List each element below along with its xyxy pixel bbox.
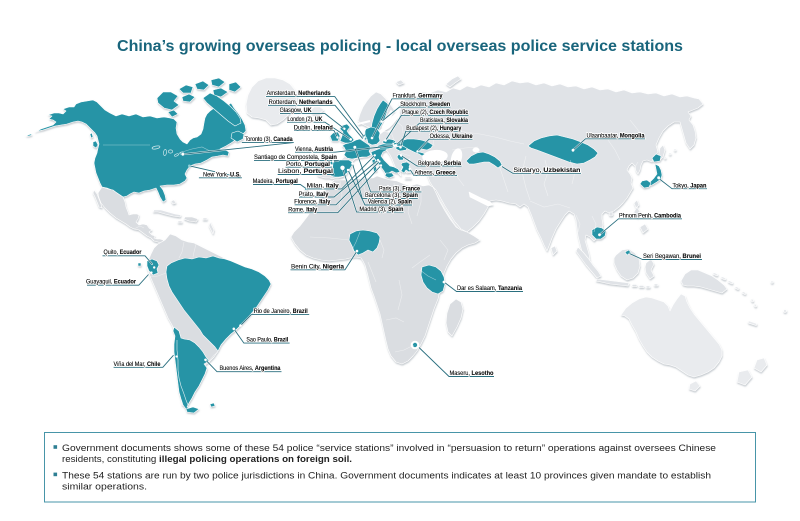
svg-text:Florence, Italy: Florence, Italy	[294, 199, 331, 206]
svg-text:Buenos Aires, Argentina: Buenos Aires, Argentina	[220, 365, 282, 372]
svg-text:Dar es Salaam, Tanzania: Dar es Salaam, Tanzania	[457, 285, 523, 292]
svg-text:These 54 stations are run by t: These 54 stations are run by two police …	[62, 470, 711, 481]
svg-text:Budapest (2), Hungary: Budapest (2), Hungary	[406, 125, 462, 132]
svg-text:Frankfurt, Germany: Frankfurt, Germany	[393, 93, 444, 100]
svg-text:Florence, Italy: Florence, Italy	[294, 199, 331, 206]
svg-text:Glasgow, UK: Glasgow, UK	[280, 107, 313, 114]
svg-text:Rotterdam, Netherlands: Rotterdam, Netherlands	[269, 99, 334, 106]
svg-text:Maseru, Lesotho: Maseru, Lesotho	[450, 370, 494, 377]
svg-text:Budapest (2), Hungary: Budapest (2), Hungary	[406, 125, 462, 132]
svg-text:Dublin, Ireland: Dublin, Ireland	[294, 124, 333, 131]
svg-text:Paris (3), France: Paris (3), France	[379, 186, 421, 193]
svg-text:Odessa, Ukraine: Odessa, Ukraine	[430, 133, 474, 140]
svg-text:Sirdaryo, Uzbekistan: Sirdaryo, Uzbekistan	[513, 167, 580, 174]
svg-text:Phnom Penh, Cambodia: Phnom Penh, Cambodia	[619, 213, 682, 220]
svg-text:New York, U.S.: New York, U.S.	[203, 171, 241, 178]
svg-text:Athens, Greece: Athens, Greece	[415, 169, 457, 176]
svg-text:Milan, Italy: Milan, Italy	[307, 183, 340, 190]
svg-text:Quito, Ecuador: Quito, Ecuador	[104, 249, 143, 256]
svg-text:Lisbon, Portugal: Lisbon, Portugal	[278, 168, 333, 175]
svg-text:Porto, Portugal: Porto, Portugal	[286, 161, 330, 168]
svg-text:Dar es Salaam, Tanzania: Dar es Salaam, Tanzania	[457, 285, 523, 292]
svg-text:Santiago de Compostela, Spain: Santiago de Compostela, Spain	[254, 154, 337, 161]
svg-text:Amsterdam, Netherlands: Amsterdam, Netherlands	[267, 90, 332, 97]
svg-text:Amsterdam, Netherlands: Amsterdam, Netherlands	[267, 90, 332, 97]
svg-text:Barcelona (3), Spain: Barcelona (3), Spain	[365, 192, 418, 199]
svg-text:Seri Begawan, Brunei: Seri Begawan, Brunei	[643, 253, 701, 260]
svg-text:Sirdaryo, Uzbekistan: Sirdaryo, Uzbekistan	[513, 167, 580, 174]
svg-text:Madrid (3), Spain: Madrid (3), Spain	[359, 206, 403, 213]
svg-text:Viña del Mar, Chile: Viña del Mar, Chile	[114, 361, 162, 368]
svg-text:Phnom Penh, Cambodia: Phnom Penh, Cambodia	[619, 213, 682, 220]
svg-text:Frankfurt, Germany: Frankfurt, Germany	[393, 93, 444, 100]
svg-text:Rome, Italy: Rome, Italy	[288, 207, 318, 214]
svg-text:Ulaanbaatar, Mongolia: Ulaanbaatar, Mongolia	[587, 133, 646, 140]
svg-text:Madrid (3), Spain: Madrid (3), Spain	[359, 206, 403, 213]
svg-text:Viña del Mar, Chile: Viña del Mar, Chile	[114, 361, 162, 368]
svg-text:Sao Paulo, Brazil: Sao Paulo, Brazil	[246, 337, 288, 344]
svg-text:Prato, Italy: Prato, Italy	[299, 191, 330, 198]
svg-text:Toronto (3), Canada: Toronto (3), Canada	[245, 136, 294, 143]
svg-text:Belgrade, Serbia: Belgrade, Serbia	[418, 160, 462, 167]
svg-text:Guayaquil, Ecuador: Guayaquil, Ecuador	[86, 279, 137, 286]
svg-text:Bratislava, Slovakia: Bratislava, Slovakia	[420, 117, 469, 124]
svg-text:Rio de Janeiro, Brazil: Rio de Janeiro, Brazil	[254, 308, 308, 315]
svg-text:Stockholm, Sweden: Stockholm, Sweden	[400, 101, 450, 108]
svg-text:Prague (2), Czech Republic: Prague (2), Czech Republic	[402, 109, 469, 116]
svg-text:Benin City, Nigeria: Benin City, Nigeria	[291, 263, 345, 270]
svg-text:Tokyo, Japan: Tokyo, Japan	[673, 182, 707, 189]
svg-text:Prato, Italy: Prato, Italy	[299, 191, 330, 198]
svg-text:Vienna, Austria: Vienna, Austria	[295, 146, 334, 153]
svg-text:Seri Begawan, Brunei: Seri Begawan, Brunei	[643, 253, 701, 260]
svg-text:Guayaquil, Ecuador: Guayaquil, Ecuador	[86, 279, 137, 286]
svg-text:London (2), UK: London (2), UK	[287, 116, 322, 123]
svg-text:Glasgow, UK: Glasgow, UK	[280, 107, 313, 114]
svg-text:Paris (3), France: Paris (3), France	[379, 186, 421, 193]
svg-text:Madeira, Portugal: Madeira, Portugal	[253, 178, 298, 185]
svg-text:residents, constituting illega: residents, constituting illegal policing…	[62, 454, 352, 465]
svg-text:Sao Paulo, Brazil: Sao Paulo, Brazil	[246, 337, 288, 344]
svg-text:Rome, Italy: Rome, Italy	[288, 207, 318, 214]
svg-text:China’s growing overseas polic: China’s growing overseas policing - loca…	[117, 38, 683, 55]
svg-text:London (2), UK: London (2), UK	[287, 116, 322, 123]
svg-text:Vienna, Austria: Vienna, Austria	[295, 146, 334, 153]
svg-text:Porto, Portugal: Porto, Portugal	[286, 161, 330, 168]
svg-text:Barcelona (3), Spain: Barcelona (3), Spain	[365, 192, 418, 199]
svg-text:Ulaanbaatar, Mongolia: Ulaanbaatar, Mongolia	[587, 133, 646, 140]
svg-text:Rotterdam, Netherlands: Rotterdam, Netherlands	[269, 99, 334, 106]
svg-text:Toronto (3), Canada: Toronto (3), Canada	[245, 136, 294, 143]
svg-text:Quito, Ecuador: Quito, Ecuador	[104, 249, 143, 256]
svg-text:Rio de Janeiro, Brazil: Rio de Janeiro, Brazil	[254, 308, 308, 315]
svg-text:New York, U.S.: New York, U.S.	[203, 171, 241, 178]
svg-text:Tokyo, Japan: Tokyo, Japan	[673, 182, 707, 189]
svg-text:Stockholm, Sweden: Stockholm, Sweden	[400, 101, 450, 108]
svg-text:Prague (2), Czech Republic: Prague (2), Czech Republic	[402, 109, 469, 116]
svg-text:Dublin, Ireland: Dublin, Ireland	[294, 124, 333, 131]
svg-text:Government documents shows som: Government documents shows some of these…	[62, 443, 716, 454]
svg-text:Valencia (2), Spain: Valencia (2), Spain	[368, 199, 412, 206]
svg-text:Bratislava, Slovakia: Bratislava, Slovakia	[420, 117, 469, 124]
svg-text:Valencia (2), Spain: Valencia (2), Spain	[368, 199, 412, 206]
svg-text:Athens, Greece: Athens, Greece	[415, 169, 457, 176]
svg-text:Maseru, Lesotho: Maseru, Lesotho	[450, 370, 494, 377]
svg-text:Milan, Italy: Milan, Italy	[307, 183, 340, 190]
svg-text:Madeira, Portugal: Madeira, Portugal	[253, 178, 298, 185]
svg-text:Lisbon, Portugal: Lisbon, Portugal	[278, 168, 333, 175]
svg-text:Benin City, Nigeria: Benin City, Nigeria	[291, 263, 345, 270]
svg-text:Odessa, Ukraine: Odessa, Ukraine	[430, 133, 474, 140]
svg-text:Santiago de Compostela, Spain: Santiago de Compostela, Spain	[254, 154, 337, 161]
svg-text:similar operations.: similar operations.	[62, 481, 147, 492]
svg-text:Belgrade, Serbia: Belgrade, Serbia	[418, 160, 462, 167]
svg-text:Buenos Aires, Argentina: Buenos Aires, Argentina	[220, 365, 282, 372]
